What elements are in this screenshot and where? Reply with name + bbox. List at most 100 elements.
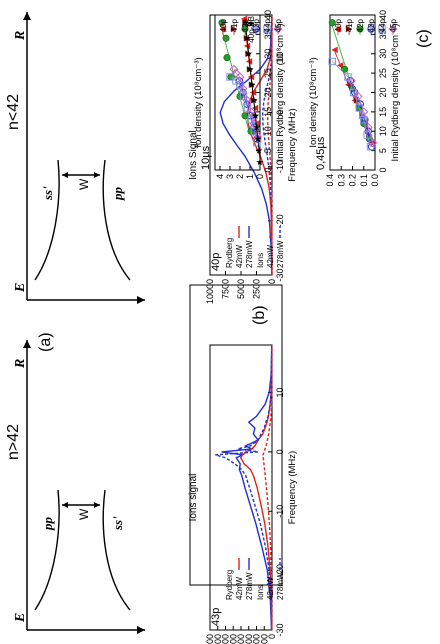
data-point-44p (232, 77, 240, 85)
legend-278mw-ions-label: 278mW (276, 240, 285, 268)
legend-rydberg-label: Rydberg (225, 238, 234, 268)
x-tick-label: 40 (263, 10, 273, 20)
x-tick-label: -10 (275, 505, 285, 518)
data-point-40p-BB (248, 81, 256, 88)
y-tick-label: 2000 (236, 634, 246, 644)
y-tick-label: 0.3 (336, 174, 346, 187)
data-point-45p (249, 118, 259, 129)
gap-arrowhead-left-top (62, 172, 68, 178)
x-tick-label: 30 (378, 49, 388, 59)
condition-label-bottom: n>42 (5, 424, 22, 460)
data-point-45p (363, 122, 373, 132)
x-tick-label: 30 (263, 49, 273, 59)
legend-label-40p-BB: 40p-BB (247, 16, 256, 43)
data-point-45p (359, 107, 369, 117)
legend-label-43p: 43p (367, 18, 376, 32)
y-tick-label: 0.0 (370, 174, 380, 187)
state-annotation: 43p (210, 608, 222, 626)
legend-label-40p: 40p (334, 18, 343, 32)
legend-label-44p: 44p (378, 18, 387, 32)
x-tick-label: -20 (275, 564, 285, 577)
state-annotation: 40p (210, 253, 222, 271)
y-tick-label: 2500 (228, 634, 238, 644)
legend-label-44p: 44p (263, 18, 272, 32)
data-point-40p-BB (242, 19, 249, 26)
data-point-44p (226, 73, 234, 81)
data-point-45p (368, 138, 378, 148)
legend-42mw-rydberg-label: 42mW (235, 576, 244, 600)
x-tick-label: 10 (275, 53, 285, 63)
y-tick-label: 1500 (244, 634, 254, 644)
panel-b-spectra: (b) -30-20-10010025005000750010000Freque… (188, 14, 298, 644)
x-tick-label: 5 (263, 148, 273, 153)
delay-annotation: 10µs (200, 145, 212, 170)
x-tick-label: -30 (275, 268, 285, 281)
legend-label-42p: 42p (356, 18, 365, 32)
x-tick-label: 35 (378, 29, 388, 39)
x-tick-label: 0 (275, 449, 285, 454)
y-tick-label: 0 (267, 279, 277, 284)
panel-c-ion-density: (c) 05101520253035400.00.10.20.30.4Initi… (193, 10, 432, 187)
y-axis-title: Ions signal (188, 474, 199, 522)
legend-label-45p: 45p (274, 18, 283, 32)
x-axis-title: Frequency (MHz) (287, 108, 298, 181)
spectrum-chart-43p: -30-20-100100500100015002000250030003500… (188, 344, 298, 644)
potential-diagram-top: E R pp ss' W n<42 (5, 12, 145, 304)
x-tick-label: 10 (275, 387, 285, 397)
data-point-42p (241, 112, 249, 120)
lower-potential-curve-top (34, 159, 60, 281)
data-point-40p (331, 46, 338, 54)
guide-line-44p (332, 61, 371, 147)
y-tick-label: 2 (235, 174, 245, 179)
x-tick-label: 25 (378, 68, 388, 78)
upper-curve-label-top: pp (110, 187, 125, 202)
y-tick-label: 5000 (236, 279, 246, 299)
fit-line-42p (330, 22, 370, 140)
spectrum-line-ion_42 (262, 344, 273, 631)
y-tick-label: 7500 (221, 279, 231, 299)
r-arrowhead-bottom (23, 340, 31, 348)
x-tick-label: 20 (263, 87, 273, 97)
condition-label-top: n<42 (5, 94, 22, 130)
x-tick-label: -30 (275, 623, 285, 636)
y-tick-label: 0.4 (325, 174, 335, 187)
legend-42mw-rydberg-label: 42mW (235, 244, 244, 268)
energy-arrowhead-top (137, 296, 145, 304)
spectrum-line-ryd_278 (219, 14, 273, 276)
x-tick-label: 0 (275, 110, 285, 115)
upper-potential-curve-bottom (102, 489, 131, 611)
x-tick-label: -10 (275, 160, 285, 173)
gap-arrowhead-left-bottom (62, 502, 68, 508)
data-point-40p-BB (253, 123, 261, 131)
data-point-45p (346, 76, 356, 86)
y-tick-label: 500 (259, 634, 269, 644)
y-tick-label: 1 (245, 174, 255, 179)
x-tick-label: 20 (378, 87, 388, 97)
x-tick-label: 40 (378, 10, 388, 20)
guide-line-45p (233, 69, 258, 136)
data-point-40p (243, 42, 251, 50)
y-axis-title: Ions Signal (188, 130, 199, 179)
data-point-45p (242, 95, 252, 105)
legend-label-41p: 41p (345, 18, 354, 32)
data-point-40p (336, 62, 344, 69)
data-point-40p-BB (256, 158, 264, 166)
y-tick-label: 3000 (221, 634, 231, 644)
panel-b-frame (189, 284, 283, 586)
upper-potential-curve-top (102, 159, 131, 281)
y-tick-label: 0 (255, 174, 265, 179)
legend-278mw-rydberg-label: 278mW (245, 572, 254, 600)
y-tick-label: 0.1 (359, 174, 369, 187)
spectrum-line-ryd_42 (239, 344, 273, 631)
y-tick-label: 4000 (205, 634, 215, 644)
x-tick-label: 10 (378, 126, 388, 136)
guide-line-45p (351, 80, 374, 143)
data-point-40p-BB (246, 65, 254, 73)
potential-diagram-bottom: E R ss' pp W n>42 (5, 340, 145, 634)
spectrum-line-ion_42 (267, 15, 273, 276)
data-point-40p-BB (255, 146, 263, 154)
data-point-42p (218, 19, 226, 27)
data-point-40p-BB (254, 135, 262, 142)
legend-42mw-ions-label: 42mW (266, 244, 275, 268)
axis-e-label-bottom: E (13, 613, 28, 623)
